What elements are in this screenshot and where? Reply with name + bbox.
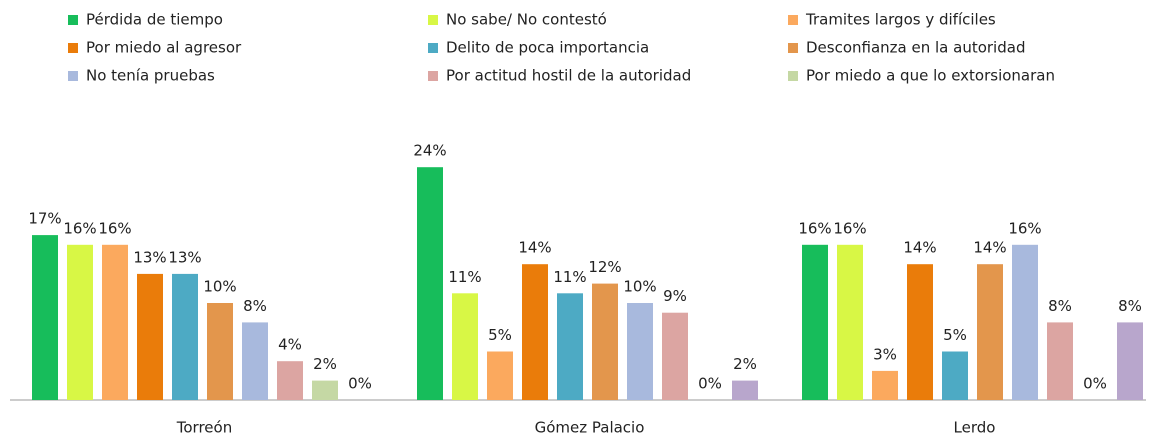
data-label: 4% (278, 336, 302, 354)
bar (942, 351, 968, 400)
data-label: 14% (518, 239, 551, 257)
bar (242, 322, 268, 400)
bar (67, 244, 93, 400)
bar (137, 273, 163, 400)
data-label: 16% (833, 219, 866, 237)
x-tick-label: Gómez Palacio (535, 419, 645, 437)
bar (592, 283, 618, 400)
data-label: 11% (448, 268, 481, 286)
data-label: 13% (168, 248, 201, 266)
data-label: 5% (943, 326, 967, 344)
data-label: 16% (1008, 219, 1041, 237)
bar (662, 312, 688, 400)
bar (102, 244, 128, 400)
data-label: 8% (1048, 297, 1072, 315)
bar (207, 303, 233, 400)
data-label: 8% (1118, 297, 1142, 315)
data-label: 2% (733, 355, 757, 373)
legend-label: Por actitud hostil de la autoridad (446, 67, 691, 85)
bar (837, 244, 863, 400)
bar (802, 244, 828, 400)
bar (487, 351, 513, 400)
legend-label: Por miedo al agresor (86, 39, 242, 57)
bar (732, 380, 758, 400)
data-label: 16% (63, 219, 96, 237)
legend-swatch (788, 15, 798, 25)
legend-label: Tramites largos y difíciles (805, 11, 996, 29)
legend-swatch (68, 15, 78, 25)
legend-label: No sabe/ No contestó (446, 11, 607, 29)
x-tick-label: Torreón (176, 419, 232, 437)
data-label: 8% (243, 297, 267, 315)
legend-label: Por miedo a que lo extorsionaran (806, 67, 1055, 85)
legend-swatch (428, 43, 438, 53)
data-label: 0% (348, 375, 372, 393)
legend-swatch (788, 71, 798, 81)
bar (557, 293, 583, 400)
data-label: 17% (28, 210, 61, 228)
bar (907, 264, 933, 400)
bar (312, 380, 338, 400)
data-label: 10% (623, 278, 656, 296)
data-label: 14% (903, 239, 936, 257)
data-label: 24% (413, 142, 446, 160)
legend-swatch (428, 15, 438, 25)
bar (627, 303, 653, 400)
legend-label: Pérdida de tiempo (86, 11, 223, 29)
data-label: 3% (873, 345, 897, 363)
bar (1117, 322, 1143, 400)
data-label: 0% (698, 375, 722, 393)
data-label: 11% (553, 268, 586, 286)
data-label: 12% (588, 258, 621, 276)
data-label: 2% (313, 355, 337, 373)
bar (172, 273, 198, 400)
data-label: 13% (133, 248, 166, 266)
bar (977, 264, 1003, 400)
data-label: 16% (798, 219, 831, 237)
data-label: 9% (663, 287, 687, 305)
bar (32, 235, 58, 400)
legend-label: No tenía pruebas (86, 67, 215, 85)
legend-swatch (68, 71, 78, 81)
data-label: 16% (98, 219, 131, 237)
bar (1047, 322, 1073, 400)
bar (417, 167, 443, 400)
bar (452, 293, 478, 400)
legend-swatch (788, 43, 798, 53)
data-label: 0% (1083, 375, 1107, 393)
bar (522, 264, 548, 400)
bar (1012, 244, 1038, 400)
legend-swatch (68, 43, 78, 53)
legend-label: Desconfianza en la autoridad (806, 39, 1025, 57)
data-label: 14% (973, 239, 1006, 257)
data-label: 10% (203, 278, 236, 296)
legend-swatch (428, 71, 438, 81)
x-tick-label: Lerdo (954, 419, 996, 437)
legend-label: Delito de poca importancia (446, 39, 649, 57)
bar (872, 370, 898, 400)
bar (277, 361, 303, 400)
data-label: 5% (488, 326, 512, 344)
